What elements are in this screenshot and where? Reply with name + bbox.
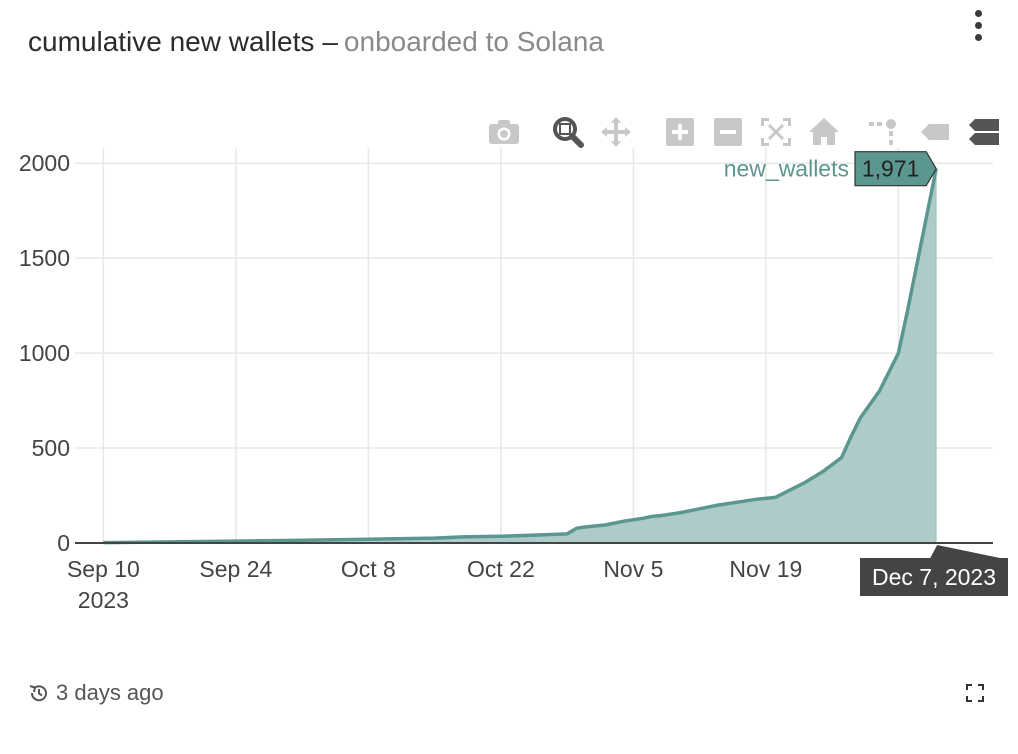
hover-compare-icon[interactable]	[963, 115, 1001, 149]
zoom-icon[interactable]	[549, 115, 587, 149]
series-line	[103, 168, 938, 545]
camera-icon[interactable]	[485, 115, 523, 149]
chart-title-main: cumulative new wallets	[28, 26, 315, 57]
hover-x-label: Dec 7, 2023	[872, 564, 996, 590]
x-tick-label: Sep 24	[199, 556, 272, 582]
fullscreen-icon[interactable]	[964, 682, 986, 704]
y-tick-label: 500	[32, 435, 70, 461]
x-tick-sublabel: 2023	[78, 587, 129, 613]
y-tick-label: 2000	[19, 150, 70, 176]
hover-x-label-box	[860, 545, 1008, 596]
x-tick-label: Nov 5	[603, 556, 663, 582]
history-icon	[29, 685, 47, 702]
hover-closest-icon[interactable]	[915, 115, 953, 149]
y-tick-label: 1500	[19, 245, 70, 271]
hover-tooltip-series: new_wallets	[724, 156, 849, 182]
x-tick-label: Oct 8	[341, 556, 396, 582]
autoscale-icon[interactable]	[757, 115, 795, 149]
zoom-in-icon[interactable]	[661, 115, 699, 149]
zoom-out-icon[interactable]	[709, 115, 747, 149]
x-tick-label: Oct 22	[467, 556, 535, 582]
more-options-icon[interactable]	[968, 10, 988, 46]
series-area	[103, 168, 937, 543]
y-tick-label: 0	[57, 530, 70, 556]
pan-icon[interactable]	[597, 115, 635, 149]
spike-lines-icon[interactable]	[867, 115, 905, 149]
chart-subtitle: onboarded to Solana	[343, 26, 604, 57]
last-updated-text: 3 days ago	[56, 680, 164, 705]
chart-title: cumulative new wallets – onboarded to Sola…	[28, 26, 604, 58]
reset-axes-icon[interactable]	[805, 115, 843, 149]
hover-tooltip-box	[854, 151, 937, 187]
x-tick-label: Nov 19	[729, 556, 802, 582]
hover-tooltip-value: 1,971	[862, 156, 920, 182]
last-updated: 3 days ago	[28, 680, 164, 706]
y-tick-label: 1000	[19, 340, 70, 366]
x-tick-label: Sep 10	[67, 556, 140, 582]
title-separator: –	[322, 26, 338, 57]
